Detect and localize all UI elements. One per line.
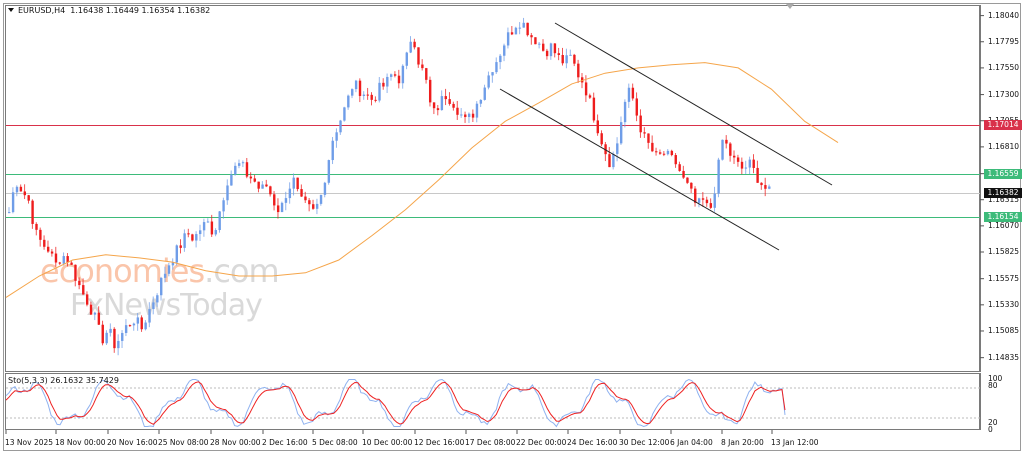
time-tick-label: 13 Nov 2025 [5,438,54,447]
time-tick-label: 28 Nov 00:00 [210,438,261,447]
stochastic-main-line [5,378,786,428]
time-tick-label: 22 Dec 00:00 [516,438,567,447]
moving-average-line [5,62,839,298]
price-tick-label: 1.17300 [988,89,1020,99]
stochastic-level-label: 0 [988,425,993,434]
time-tick-label: 5 Dec 08:00 [312,438,358,447]
symbol-ohlc-label: EURUSD,H4 1.16438 1.16449 1.16354 1.1638… [18,6,211,15]
channel-upper-line[interactable] [554,22,833,186]
price-tick-label: 1.16315 [988,194,1020,204]
price-chart-pane[interactable] [5,5,981,372]
time-tick-label: 18 Nov 00:00 [55,438,106,447]
time-tick-label: 10 Dec 00:00 [362,438,413,447]
stochastic-signal-line [5,381,786,425]
price-tick-label: 1.17550 [988,62,1020,72]
time-tick-label: 6 Jan 04:00 [670,438,713,447]
time-tick-label: 20 Nov 16:00 [107,438,158,447]
time-tick-label: 17 Dec 08:00 [465,438,516,447]
price-tick-label: 1.16810 [988,141,1020,151]
time-tick-label: 24 Dec 16:00 [567,438,618,447]
price-tick-label: 1.17795 [988,36,1020,46]
stochastic-level-label: 100 [988,374,1003,383]
price-tick-label: 1.15575 [988,273,1020,283]
stochastic-level-label: 80 [988,381,998,390]
channel-lower-line[interactable] [499,88,780,251]
time-tick-label: 13 Jan 12:00 [771,438,819,447]
price-tick-label: 1.14835 [988,352,1020,362]
stochastic-label: Sto(5,3,3) 26.1632 35.7429 [8,376,119,385]
support-price-tag: 1.16154 [984,211,1022,222]
resistance-price-tag: 1.17014 [984,120,1022,131]
price-tick-label: 1.16070 [988,220,1020,230]
price-tick-label: 1.15825 [988,247,1020,256]
stochastic-level-label: 20 [988,418,998,427]
chart-shift-marker-icon[interactable] [786,4,794,9]
price-tick-label: 1.18040 [988,10,1020,20]
time-tick-label: 8 Jan 20:00 [721,438,764,447]
time-tick-label: 12 Dec 16:00 [414,438,465,447]
watermark-fxnewstoday: FxNewsToday [70,288,263,323]
time-tick-label: 2 Dec 16:00 [262,438,308,447]
dropdown-triangle-icon[interactable] [8,8,14,12]
watermark-domain: .com [204,252,280,290]
support-price-tag: 1.16559 [984,168,1022,179]
chart-title: EURUSD,H4 1.16438 1.16449 1.16354 1.1638… [8,6,210,15]
current-price-tag: 1.16382 [984,187,1022,198]
time-tick-label: 30 Dec 12:00 [619,438,670,447]
price-tick-label: 1.15330 [988,299,1020,309]
price-tick-label: 1.15085 [988,325,1020,335]
time-tick-label: 25 Nov 08:00 [158,438,209,447]
